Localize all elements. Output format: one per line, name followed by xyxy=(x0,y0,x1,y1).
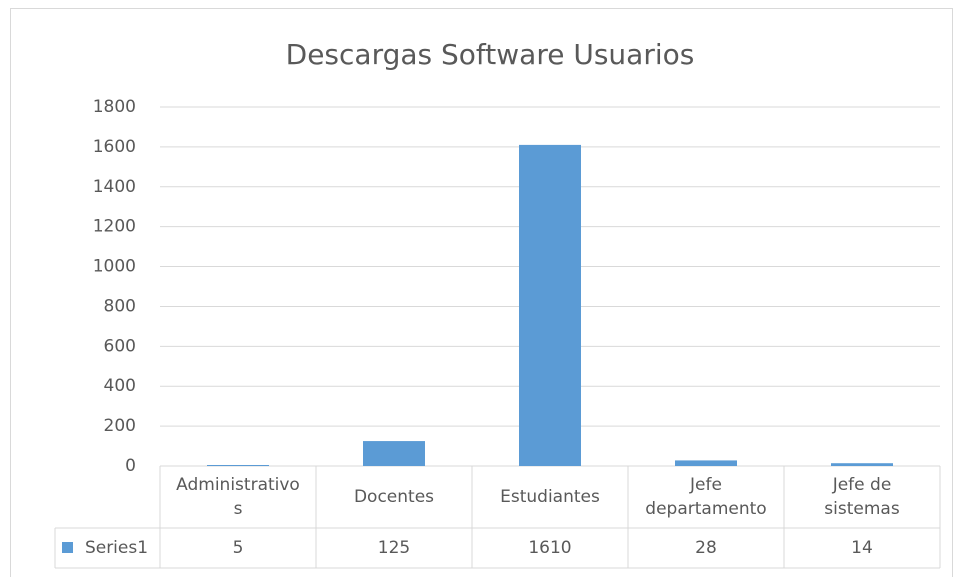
bar xyxy=(363,441,425,466)
y-tick-label: 1000 xyxy=(93,257,136,277)
x-tick-label-text: Estudiantes xyxy=(500,487,600,507)
chart-border xyxy=(10,8,953,577)
x-tick-label: Jefe departamento xyxy=(628,466,784,528)
x-tick-label: Docentes xyxy=(316,466,472,528)
y-tick-label: 0 xyxy=(125,456,136,476)
chart-title: Descargas Software Usuarios xyxy=(286,38,695,71)
table-value-text: 1610 xyxy=(528,538,572,558)
y-tick-label: 1600 xyxy=(93,137,136,157)
bar xyxy=(519,144,581,466)
legend-label: Series1 xyxy=(75,528,158,568)
x-tick-label-text: Docentes xyxy=(353,487,435,507)
x-tick-label-text: Jefe departamento xyxy=(645,475,767,519)
y-tick-label: 1400 xyxy=(93,177,136,197)
table-value: 28 xyxy=(628,528,784,568)
bar xyxy=(207,465,269,466)
y-tick-label: 400 xyxy=(104,376,136,396)
table-value-text: 5 xyxy=(232,538,244,558)
y-tick-label: 800 xyxy=(104,296,136,316)
x-tick-label: Estudiantes xyxy=(472,466,628,528)
bar xyxy=(831,463,893,466)
x-tick-label-text: Administrativos xyxy=(176,475,300,519)
x-tick-label: Jefe de sistemas xyxy=(784,466,940,528)
legend-swatch xyxy=(62,542,73,553)
table-value: 5 xyxy=(160,528,316,568)
y-tick-label: 200 xyxy=(104,416,136,436)
table-value: 125 xyxy=(316,528,472,568)
table-value: 1610 xyxy=(472,528,628,568)
x-tick-label-text: Jefe de sistemas xyxy=(824,475,900,519)
y-tick-label: 1800 xyxy=(93,97,136,117)
y-tick-label: 600 xyxy=(104,336,136,356)
y-tick-label: 1200 xyxy=(93,217,136,237)
table-value-text: 14 xyxy=(851,538,873,558)
legend-label-text: Series1 xyxy=(84,538,149,558)
table-value: 14 xyxy=(784,528,940,568)
table-value-text: 125 xyxy=(377,538,411,558)
table-value-text: 28 xyxy=(695,538,717,558)
bar xyxy=(675,460,737,466)
x-tick-label: Administrativos xyxy=(160,466,316,528)
